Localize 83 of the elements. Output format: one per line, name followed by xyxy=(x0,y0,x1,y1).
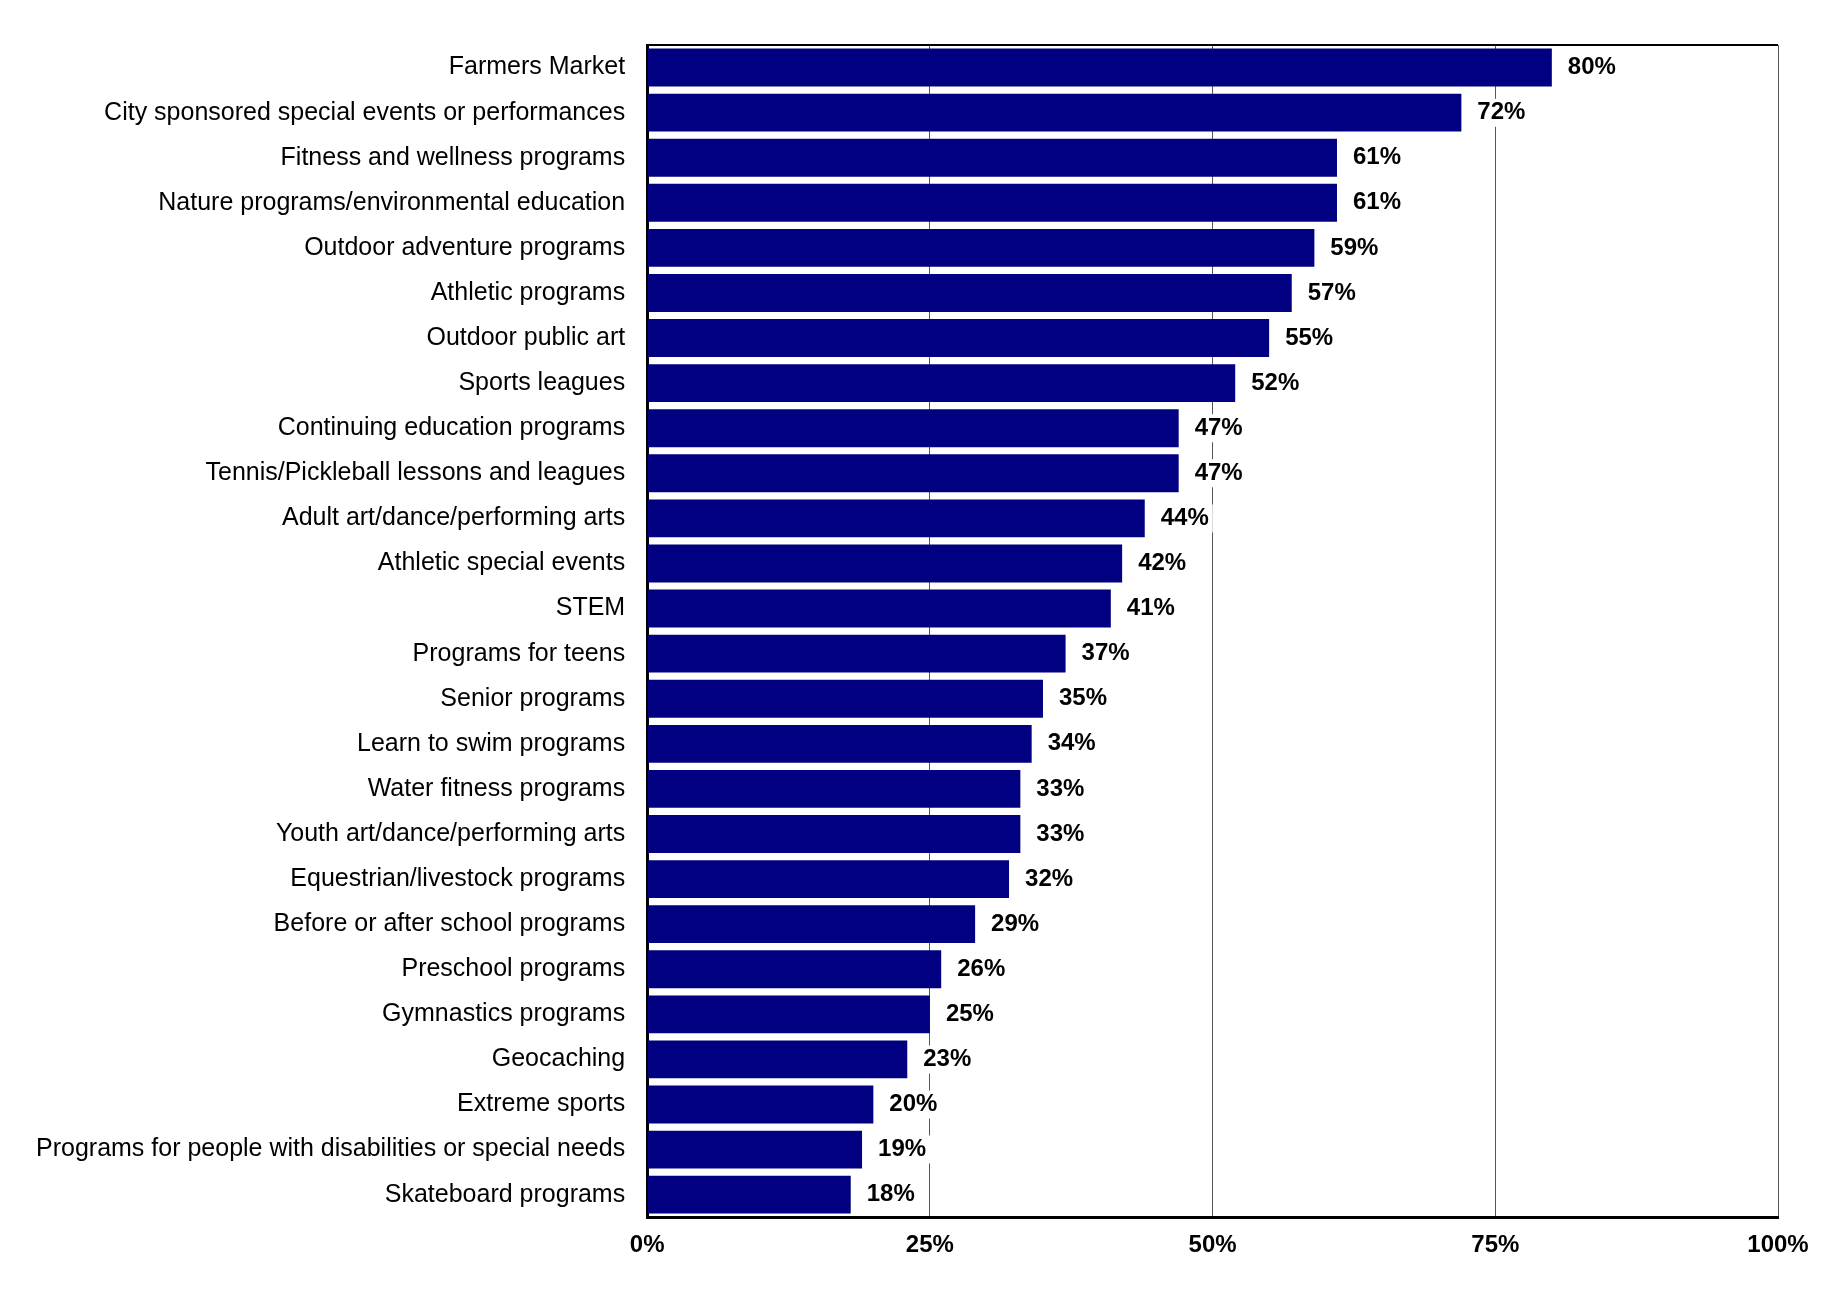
bar xyxy=(647,138,1337,177)
data-label: 72% xyxy=(1477,97,1526,125)
y-tick-label: Geocaching xyxy=(491,1043,626,1072)
bar xyxy=(647,409,1179,448)
bar xyxy=(647,499,1145,538)
data-label: 47% xyxy=(1194,412,1243,440)
bar xyxy=(647,1130,863,1169)
data-label: 25% xyxy=(945,998,994,1026)
data-label: 57% xyxy=(1307,277,1356,305)
y-tick-label: Skateboard programs xyxy=(384,1178,626,1207)
bar xyxy=(647,995,930,1034)
data-label: 59% xyxy=(1330,232,1379,260)
data-label: 52% xyxy=(1251,367,1300,395)
bar xyxy=(647,228,1315,267)
y-tick-label: Senior programs xyxy=(440,682,626,711)
data-label: 33% xyxy=(1036,818,1085,846)
bar xyxy=(647,1085,874,1124)
y-tick-label: Learn to swim programs xyxy=(357,727,626,756)
data-label: 29% xyxy=(991,908,1040,936)
bar xyxy=(647,950,942,989)
bar xyxy=(647,48,1552,87)
y-tick-label: Preschool programs xyxy=(401,953,626,982)
y-tick-label: Before or after school programs xyxy=(273,908,626,937)
y-tick-label: Athletic programs xyxy=(430,276,626,305)
y-tick-label: Programs for teens xyxy=(412,637,626,666)
bar xyxy=(647,679,1043,718)
bar xyxy=(647,544,1123,583)
data-label: 37% xyxy=(1081,638,1130,666)
data-label: 19% xyxy=(878,1134,927,1162)
bar xyxy=(647,1040,908,1079)
y-tick-label: Athletic special events xyxy=(377,547,626,576)
y-tick-label: City sponsored special events or performances xyxy=(104,96,626,125)
bar xyxy=(647,183,1337,222)
bar xyxy=(647,769,1021,808)
bar xyxy=(647,634,1066,673)
y-tick-label: Fitness and wellness programs xyxy=(280,141,626,170)
bar xyxy=(647,589,1111,628)
data-label: 26% xyxy=(957,953,1006,981)
y-tick-label: Sports leagues xyxy=(458,367,626,396)
data-label: 34% xyxy=(1047,728,1096,756)
data-label: 23% xyxy=(923,1044,972,1072)
bar xyxy=(647,364,1236,403)
y-tick-label: Equestrian/livestock programs xyxy=(290,862,626,891)
data-label: 55% xyxy=(1285,322,1334,350)
y-tick-label: Programs for people with disabilities or special needs xyxy=(36,1133,626,1162)
bar xyxy=(647,319,1270,357)
bar xyxy=(647,860,1010,898)
x-tick-label: 50% xyxy=(1188,1230,1237,1258)
bar xyxy=(647,274,1292,312)
y-tick-label: Continuing education programs xyxy=(277,412,626,441)
bar xyxy=(647,454,1179,493)
y-tick-label: Gymnastics programs xyxy=(382,998,626,1027)
data-label: 20% xyxy=(889,1089,938,1117)
data-label: 80% xyxy=(1567,52,1616,80)
data-label: 42% xyxy=(1138,548,1187,576)
data-label: 61% xyxy=(1352,142,1402,170)
y-tick-label: Water fitness programs xyxy=(367,772,626,801)
y-tick-label: Nature programs/environmental education xyxy=(158,186,626,215)
x-tick-label: 0% xyxy=(629,1230,665,1258)
bar xyxy=(647,905,976,944)
data-label: 32% xyxy=(1025,863,1074,891)
x-tick-label: 75% xyxy=(1471,1230,1520,1258)
data-label: 35% xyxy=(1058,683,1108,711)
bar xyxy=(647,724,1032,763)
x-tick-label: 100% xyxy=(1747,1230,1809,1258)
y-tick-label: Extreme sports xyxy=(457,1088,626,1117)
bar xyxy=(647,815,1021,853)
y-tick-label: Youth art/dance/performing arts xyxy=(275,817,626,846)
data-label: 61% xyxy=(1352,187,1402,215)
data-label: 18% xyxy=(866,1179,915,1207)
x-tick-label: 25% xyxy=(905,1230,954,1258)
data-label: 41% xyxy=(1126,593,1175,621)
data-label: 47% xyxy=(1194,457,1243,485)
y-tick-label: Adult art/dance/performing arts xyxy=(281,502,626,531)
y-tick-label: STEM xyxy=(555,592,626,621)
bar xyxy=(647,1175,851,1214)
data-label: 44% xyxy=(1160,503,1209,531)
bar xyxy=(647,93,1462,132)
data-label: 33% xyxy=(1036,773,1085,801)
y-tick-label: Outdoor public art xyxy=(426,321,626,350)
y-tick-label: Outdoor adventure programs xyxy=(304,231,626,260)
y-tick-label: Farmers Market xyxy=(448,51,626,80)
y-tick-label: Tennis/Pickleball lessons and leagues xyxy=(205,457,626,486)
